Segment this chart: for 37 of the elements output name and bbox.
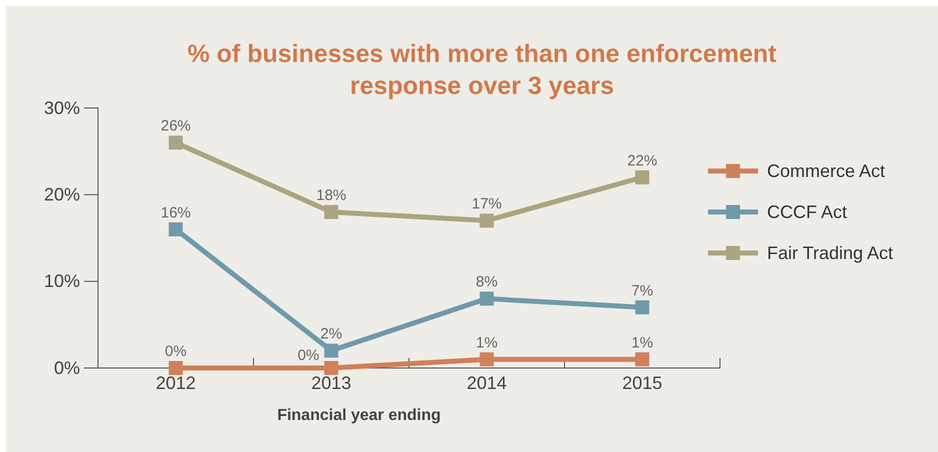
y-tick-label: 10% — [44, 271, 80, 292]
x-tick-label: 2015 — [622, 372, 662, 393]
data-label: 2% — [320, 326, 342, 343]
legend-label: Fair Trading Act — [767, 243, 894, 263]
data-label: 18% — [316, 187, 346, 204]
x-tick-label: 2013 — [311, 372, 352, 393]
data-label: 7% — [631, 282, 654, 300]
point — [324, 361, 338, 375]
x-axis-title: Financial year ending — [277, 407, 441, 424]
legend-label: Commerce Act — [767, 161, 886, 181]
point — [168, 136, 183, 150]
data-label: 17% — [472, 196, 502, 213]
y-tick-label: 30% — [44, 98, 80, 118]
point — [480, 292, 494, 306]
data-label: 0% — [164, 343, 187, 360]
data-label: 1% — [631, 334, 654, 352]
y-tick-label: 20% — [44, 184, 80, 204]
point — [324, 344, 338, 358]
data-label: 22% — [627, 152, 658, 170]
point — [635, 170, 650, 184]
data-label: 8% — [476, 274, 498, 291]
data-label: 1% — [476, 334, 498, 352]
x-tick-label: 2012 — [156, 372, 196, 393]
chart-title: % of businesses with more than one enforcement response over 3 years — [187, 40, 778, 100]
point — [635, 300, 650, 314]
point — [480, 352, 494, 366]
y-tick-label: 0% — [54, 358, 80, 378]
data-label: 26% — [160, 118, 191, 135]
point — [168, 222, 183, 236]
point — [168, 361, 183, 375]
data-label: 16% — [160, 204, 191, 222]
x-tick-label: 2014 — [466, 372, 507, 393]
legend-label: CCCF Act — [767, 202, 848, 222]
data-label: 0% — [298, 347, 320, 364]
point — [635, 352, 650, 366]
point — [480, 214, 494, 228]
point — [324, 205, 338, 219]
